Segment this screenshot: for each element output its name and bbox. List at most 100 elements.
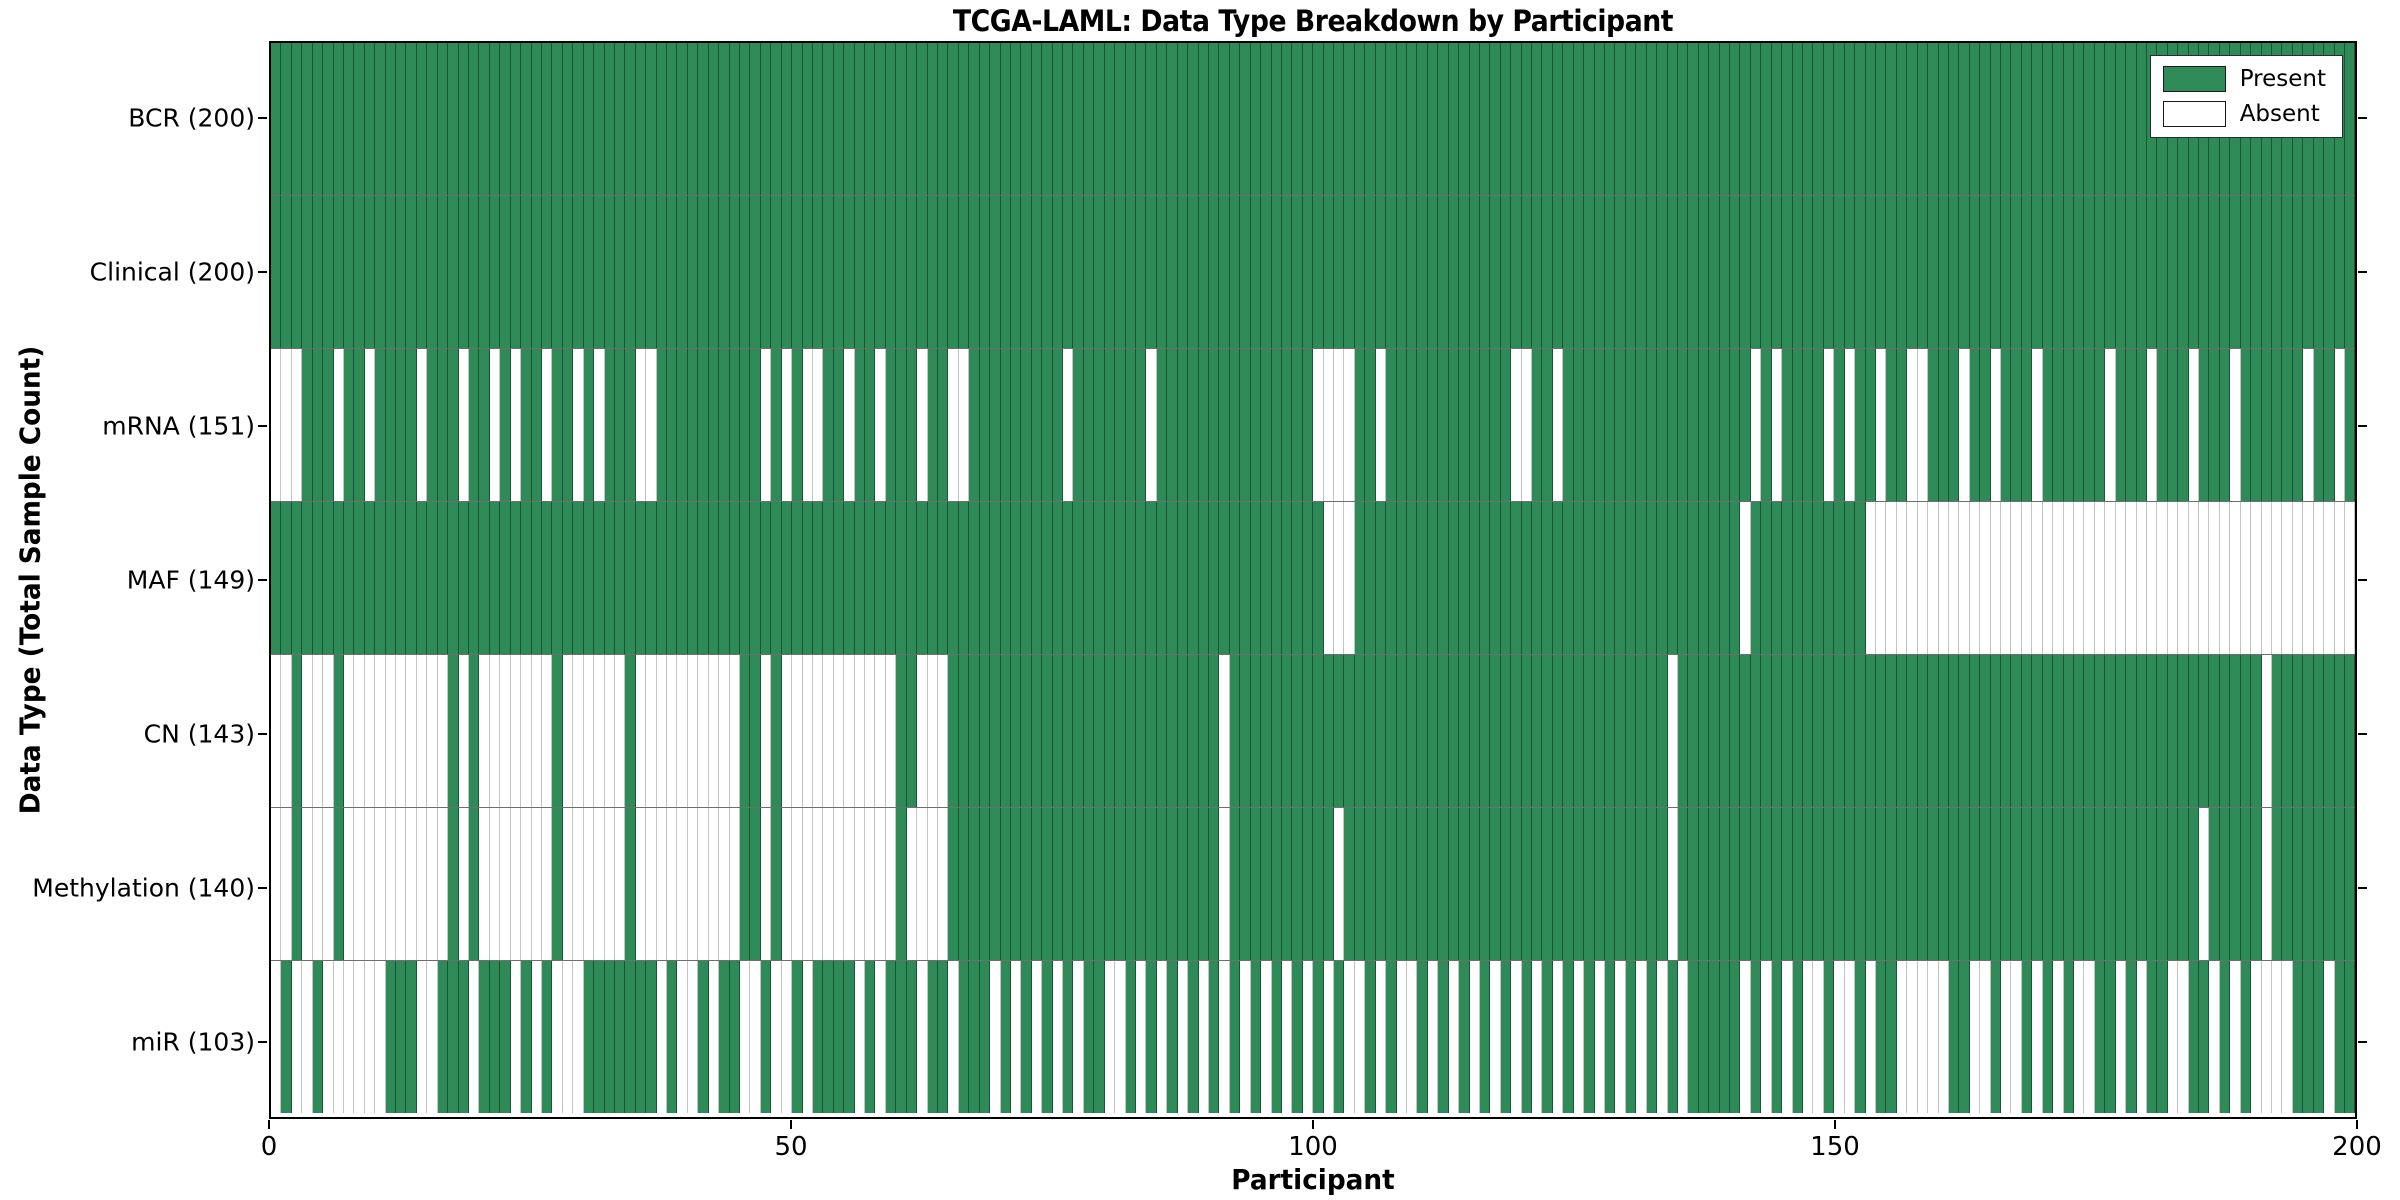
matrix-cell (896, 196, 907, 348)
matrix-cell (1177, 349, 1189, 501)
matrix-cell (458, 502, 470, 654)
matrix-cell (2001, 655, 2012, 807)
matrix-cell (2084, 43, 2095, 195)
matrix-cell (427, 43, 438, 195)
matrix-cell (1563, 349, 1574, 501)
matrix-cell (1073, 961, 1084, 1113)
matrix-cell (812, 655, 824, 807)
matrix-cell (458, 655, 470, 807)
matrix-cell (1031, 502, 1043, 654)
matrix-cell (2303, 655, 2314, 807)
matrix-cell (1198, 43, 1209, 195)
matrix-cell (1010, 43, 1022, 195)
matrix-cell (1438, 502, 1449, 654)
matrix-cell (406, 43, 417, 195)
matrix-cell (833, 196, 845, 348)
matrix-cell (1094, 961, 1105, 1113)
matrix-cell (1396, 43, 1407, 195)
matrix-cell (583, 655, 595, 807)
matrix-cell (406, 808, 417, 960)
matrix-cell (469, 502, 480, 654)
matrix-cell (521, 196, 532, 348)
ytick-mark (2358, 733, 2367, 735)
matrix-cell (2042, 196, 2054, 348)
matrix-cell (1136, 808, 1147, 960)
matrix-cell (510, 961, 522, 1113)
matrix-cell (1928, 196, 1939, 348)
matrix-cell (1813, 655, 1824, 807)
matrix-cell (875, 196, 886, 348)
matrix-cell (1021, 196, 1032, 348)
matrix-cell (2094, 502, 2106, 654)
matrix-cell (1709, 808, 1720, 960)
matrix-cell (1761, 196, 1772, 348)
matrix-cell (1125, 808, 1137, 960)
matrix-cell (1208, 349, 1220, 501)
matrix-cell (333, 502, 344, 654)
matrix-cell (500, 43, 511, 195)
matrix-cell (1010, 655, 1022, 807)
matrix-cell (2324, 502, 2335, 654)
matrix-cell (823, 349, 834, 501)
matrix-cell (1469, 502, 1480, 654)
matrix-cell (2115, 196, 2127, 348)
matrix-cell (1709, 43, 1720, 195)
matrix-cell (833, 961, 845, 1113)
matrix-cell (667, 961, 678, 1113)
matrix-cell (375, 961, 386, 1113)
matrix-cell (1125, 196, 1137, 348)
matrix-cell (1511, 349, 1522, 501)
matrix-cell (1052, 43, 1064, 195)
matrix-cell (1459, 502, 1470, 654)
matrix-cell (938, 349, 949, 501)
matrix-cell (2063, 349, 2074, 501)
matrix-cell (291, 196, 303, 348)
matrix-cell (2199, 196, 2210, 348)
matrix-cell (1156, 43, 1168, 195)
matrix-cell (2042, 502, 2054, 654)
matrix-cell (2001, 502, 2012, 654)
matrix-cell (1938, 43, 1949, 195)
matrix-cell (437, 196, 449, 348)
matrix-cell (1813, 961, 1824, 1113)
matrix-cell (1198, 961, 1209, 1113)
matrix-cell (1813, 196, 1824, 348)
matrix-cell (1928, 808, 1939, 960)
matrix-cell (1823, 502, 1835, 654)
matrix-cell (729, 655, 740, 807)
matrix-cell (2251, 349, 2262, 501)
matrix-cell (1302, 655, 1314, 807)
matrix-cell (1646, 349, 1658, 501)
ytick-label-MAF: MAF (149) (126, 565, 255, 595)
matrix-cell (302, 196, 313, 348)
matrix-cell (1646, 961, 1658, 1113)
matrix-cell (1594, 196, 1605, 348)
matrix-cell (1948, 502, 1960, 654)
matrix-cell (1834, 808, 1845, 960)
matrix-cell (1354, 502, 1366, 654)
matrix-cell (469, 349, 480, 501)
matrix-cell (1844, 43, 1856, 195)
matrix-cell (1709, 349, 1720, 501)
matrix-cell (969, 349, 980, 501)
matrix-cell (854, 961, 866, 1113)
matrix-cell (1354, 808, 1366, 960)
matrix-cell (1917, 349, 1929, 501)
matrix-cell (1719, 961, 1731, 1113)
matrix-cell (906, 808, 918, 960)
matrix-cell (708, 655, 720, 807)
matrix-cell (1083, 655, 1095, 807)
matrix-cell (541, 808, 553, 960)
matrix-cell (1042, 43, 1053, 195)
matrix-cell (1406, 502, 1418, 654)
matrix-cell (1219, 196, 1230, 348)
matrix-cell (1688, 961, 1699, 1113)
matrix-cell (1125, 655, 1137, 807)
matrix-cell (1073, 349, 1084, 501)
matrix-cell (2053, 808, 2064, 960)
matrix-cell (1240, 961, 1251, 1113)
matrix-cell (1709, 961, 1720, 1113)
matrix-cell (1782, 655, 1793, 807)
matrix-cell (906, 349, 918, 501)
matrix-cell (594, 349, 605, 501)
